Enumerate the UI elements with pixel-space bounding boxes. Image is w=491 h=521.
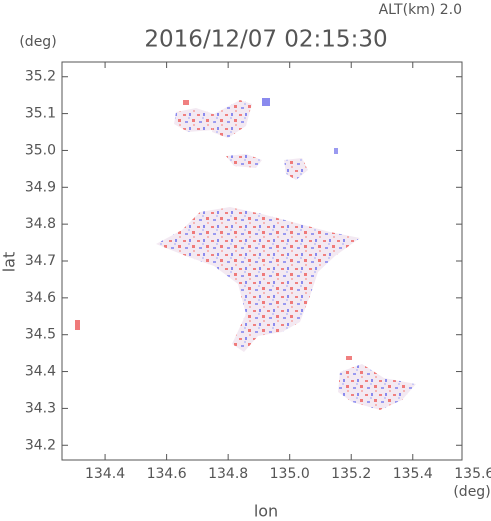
echo-region [262, 98, 270, 106]
echo-region [183, 100, 189, 105]
echo-region [75, 320, 80, 330]
x-tick-label: 134.8 [208, 466, 248, 482]
echo-region [226, 154, 262, 168]
echo-region [212, 100, 252, 138]
y-unit: (deg) [19, 34, 56, 50]
y-tick-label: 34.6 [25, 290, 56, 306]
y-tick-label: 35.2 [25, 69, 56, 85]
echo-region [284, 158, 308, 180]
y-tick-label: 34.8 [25, 216, 56, 232]
x-tick-label: 135.2 [331, 466, 371, 482]
echo-region [174, 108, 214, 132]
y-tick-label: 34.3 [25, 400, 56, 416]
echo-region [156, 207, 360, 352]
x-unit: (deg) [453, 484, 490, 500]
echo-region [334, 148, 338, 154]
y-tick-label: 34.4 [25, 364, 56, 380]
x-tick-label: 134.6 [147, 466, 187, 482]
y-tick-label: 34.9 [25, 179, 56, 195]
echo-layer [75, 98, 416, 410]
altitude-label: ALT(km) 2.0 [379, 2, 462, 18]
x-tick-label: 135.6 [454, 466, 491, 482]
chart-title: 2016/12/07 02:15:30 [144, 27, 387, 53]
x-tick-label: 135.4 [393, 466, 433, 482]
echo-region [338, 364, 416, 410]
y-tick-label: 34.2 [25, 437, 56, 453]
y-tick-label: 35.1 [25, 106, 56, 122]
y-tick-label: 35.0 [25, 142, 56, 158]
y-axis-title: lat [0, 252, 19, 273]
y-tick-label: 34.7 [25, 253, 56, 269]
x-tick-label: 135.0 [270, 466, 310, 482]
echo-region [346, 356, 352, 360]
x-tick-label: 134.4 [85, 466, 125, 482]
y-tick-label: 34.5 [25, 327, 56, 343]
x-axis-title: lon [254, 502, 278, 521]
